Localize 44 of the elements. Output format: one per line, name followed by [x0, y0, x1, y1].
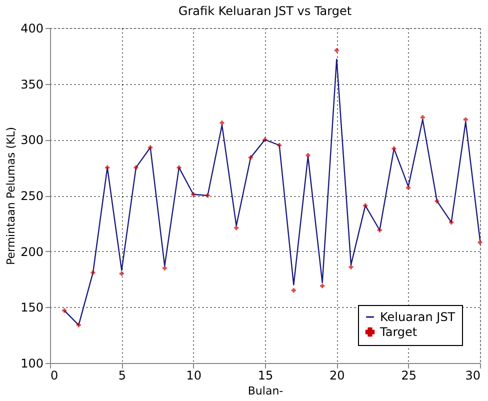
point	[90, 270, 96, 275]
point	[76, 322, 81, 328]
x-tick-label: 5	[118, 368, 126, 382]
y-tick-label: 150	[20, 300, 44, 315]
legend-label: Keluaran JST	[380, 310, 456, 324]
y-axis-title: Permintaan Pelumas (KL)	[4, 127, 18, 265]
x-tick-label: 15	[258, 368, 274, 382]
y-tick-label: 300	[20, 133, 44, 148]
point	[234, 226, 239, 230]
y-tick-label: 100	[20, 356, 44, 370]
y-tick-label: 250	[20, 189, 44, 203]
y-tick-label: 400	[20, 22, 44, 36]
point	[148, 145, 153, 150]
point	[162, 266, 167, 270]
point	[291, 288, 296, 293]
point	[191, 192, 196, 197]
point	[105, 165, 110, 170]
point	[62, 308, 67, 313]
chart-title: Grafik Keluaran JST vs Target	[178, 4, 352, 18]
point	[262, 137, 268, 142]
point	[463, 117, 468, 122]
point	[392, 146, 396, 151]
point	[220, 120, 224, 126]
y-tick-label: 350	[20, 77, 44, 92]
x-tick-label: 30	[465, 368, 480, 382]
point	[176, 165, 182, 170]
line-series	[64, 58, 481, 326]
point	[377, 228, 382, 232]
point	[363, 203, 368, 208]
point	[320, 284, 325, 288]
point	[134, 165, 138, 170]
point	[478, 240, 482, 245]
point	[205, 193, 210, 198]
x-axis-title: Bulan-	[248, 384, 284, 398]
point	[306, 153, 310, 158]
y-tick-label: 200	[20, 244, 44, 259]
point	[248, 155, 253, 160]
x-tick-label: 25	[401, 368, 416, 382]
x-tick-label: 10	[186, 368, 202, 382]
x-tick-label: 20	[330, 368, 345, 382]
x-tick-label: 0	[50, 368, 58, 382]
point	[434, 198, 440, 204]
point	[348, 264, 354, 270]
legend-label: Target	[379, 325, 418, 339]
